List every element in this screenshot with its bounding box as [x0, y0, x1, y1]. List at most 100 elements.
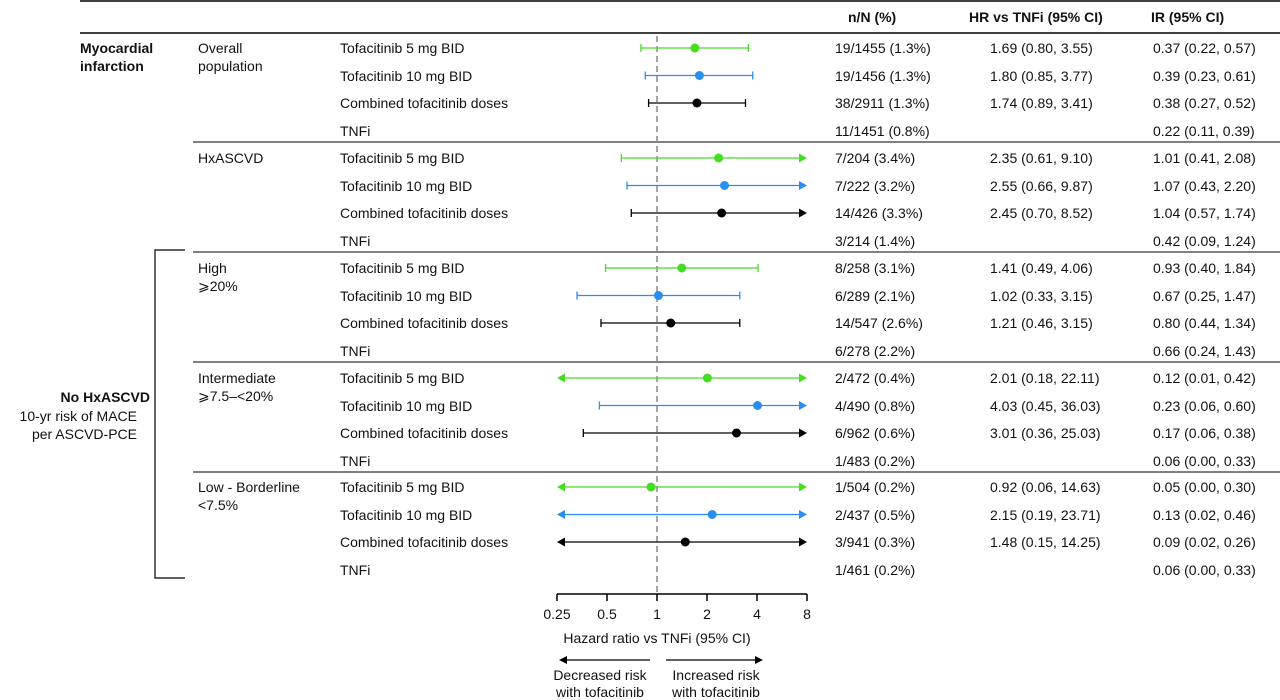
ci-right-arrow	[799, 401, 807, 410]
hr-point	[694, 71, 704, 80]
group-label-5: Low - Borderline	[198, 479, 300, 495]
nN-value: 6/289 (2.1%)	[835, 287, 916, 304]
treatment-label: Tofacitinib 10 mg BID	[340, 397, 473, 414]
ir-value: 0.05 (0.00, 0.30)	[1153, 479, 1256, 495]
header-hr: HR vs TNFi (95% CI)	[969, 9, 1103, 25]
group-sublabel-1: population	[198, 58, 263, 74]
x-tick-label-5: 4	[753, 606, 761, 622]
nN-value: 3/941 (0.3%)	[835, 534, 916, 550]
ci-left-arrow	[557, 373, 565, 383]
treatment-label: TNFi	[340, 452, 371, 469]
x-tick-label-3: 1	[653, 606, 661, 622]
treatment-label: Tofacitinib 5 mg BID	[340, 370, 465, 386]
hr-value: 2.35 (0.61, 9.10)	[990, 150, 1093, 166]
increased-risk-label-1: Increased risk	[672, 667, 760, 683]
decreased-risk-arrowhead	[559, 656, 567, 664]
treatment-label: Combined tofacitinib doses	[340, 534, 509, 550]
ci-right-arrow	[799, 510, 807, 519]
ir-value: 0.38 (0.27, 0.52)	[1153, 95, 1256, 111]
ci-right-arrow	[799, 181, 807, 190]
ir-value: 0.67 (0.25, 1.47)	[1153, 287, 1256, 304]
hr-point	[714, 153, 724, 163]
treatment-label: Tofacitinib 10 mg BID	[340, 506, 473, 523]
treatment-label: TNFi	[340, 342, 371, 359]
decreased-risk-label-1: Decreased risk	[553, 667, 647, 683]
header-nN: n/N (%)	[848, 9, 897, 25]
hr-point	[653, 291, 663, 300]
hr-value: 1.41 (0.49, 4.06)	[990, 260, 1093, 276]
treatment-label: TNFi	[340, 232, 371, 249]
group-sublabel-3: ⩾20%	[198, 278, 238, 294]
hr-point	[677, 263, 687, 273]
hr-value: 1.74 (0.89, 3.41)	[990, 95, 1093, 111]
increased-risk-label-2: with tofacitinib	[672, 684, 760, 700]
ci-left-arrow	[557, 537, 565, 547]
ir-value: 0.93 (0.40, 1.84)	[1153, 260, 1256, 276]
no-hx-sub1: 10-yr risk of MACE	[19, 408, 137, 424]
treatment-label: Combined tofacitinib doses	[340, 425, 509, 441]
no-hx-label: No HxASCVD	[60, 389, 150, 405]
nN-value: 6/278 (2.2%)	[835, 342, 916, 359]
nN-value: 38/2911 (1.3%)	[835, 95, 930, 111]
x-tick-label-4: 2	[703, 606, 711, 622]
nN-value: 3/214 (1.4%)	[835, 232, 916, 249]
treatment-label: Combined tofacitinib doses	[340, 95, 509, 111]
ir-value: 0.06 (0.00, 0.33)	[1153, 452, 1256, 469]
hr-point	[753, 401, 763, 410]
hr-value: 1.48 (0.15, 14.25)	[990, 534, 1101, 550]
hr-value: 2.55 (0.66, 9.87)	[990, 177, 1093, 194]
hr-point	[720, 181, 730, 190]
ci-right-arrow	[799, 208, 807, 218]
ci-left-arrow	[557, 482, 565, 492]
x-tick-label-6: 8	[803, 606, 811, 622]
hr-point	[666, 318, 676, 328]
treatment-label: Combined tofacitinib doses	[340, 205, 509, 221]
ir-value: 1.07 (0.43, 2.20)	[1153, 177, 1256, 194]
hr-value: 2.45 (0.70, 8.52)	[990, 205, 1093, 221]
hr-point	[680, 537, 690, 547]
ir-value: 0.12 (0.01, 0.42)	[1153, 370, 1256, 386]
treatment-label: Tofacitinib 5 mg BID	[340, 260, 465, 276]
nN-value: 14/547 (2.6%)	[835, 315, 923, 331]
ir-value: 1.01 (0.41, 2.08)	[1153, 150, 1256, 166]
x-tick-label-2: 0.5	[597, 606, 617, 622]
increased-risk-arrowhead	[755, 656, 763, 664]
nN-value: 7/222 (3.2%)	[835, 177, 916, 194]
ir-value: 0.37 (0.22, 0.57)	[1153, 40, 1256, 56]
ir-value: 0.17 (0.06, 0.38)	[1153, 425, 1256, 441]
ir-value: 0.66 (0.24, 1.43)	[1153, 342, 1256, 359]
x-axis-label: Hazard ratio vs TNFi (95% CI)	[563, 630, 751, 646]
ci-right-arrow	[799, 537, 807, 547]
outcome-label: Myocardial infarction	[80, 40, 154, 74]
hr-value: 1.80 (0.85, 3.77)	[990, 67, 1093, 84]
hr-value: 1.02 (0.33, 3.15)	[990, 287, 1093, 304]
nN-value: 1/483 (0.2%)	[835, 452, 916, 469]
treatment-label: Tofacitinib 10 mg BID	[340, 287, 473, 304]
treatment-label: Tofacitinib 10 mg BID	[340, 177, 473, 194]
no-hx-bracket	[154, 249, 185, 579]
hr-value: 2.01 (0.18, 22.11)	[990, 370, 1100, 386]
ir-value: 0.09 (0.02, 0.26)	[1153, 534, 1256, 550]
ci-left-arrow	[557, 510, 565, 519]
hr-point	[692, 98, 702, 108]
hr-point	[717, 208, 727, 218]
treatment-label: Tofacitinib 10 mg BID	[340, 67, 473, 84]
ci-right-arrow	[799, 153, 807, 163]
nN-value: 14/426 (3.3%)	[835, 205, 923, 221]
ir-value: 0.42 (0.09, 1.24)	[1153, 232, 1256, 249]
ir-value: 0.06 (0.00, 0.33)	[1153, 561, 1256, 578]
nN-value: 2/437 (0.5%)	[835, 506, 916, 523]
group-label-4: Intermediate	[198, 370, 276, 386]
ir-value: 0.80 (0.44, 1.34)	[1153, 315, 1256, 331]
hr-value: 1.21 (0.46, 3.15)	[990, 315, 1093, 331]
ir-value: 1.04 (0.57, 1.74)	[1153, 205, 1256, 221]
hr-point	[707, 510, 717, 519]
treatment-label: TNFi	[340, 561, 371, 578]
nN-value: 2/472 (0.4%)	[835, 370, 916, 386]
nN-value: 7/204 (3.4%)	[835, 150, 916, 166]
nN-value: 19/1455 (1.3%)	[835, 40, 931, 56]
nN-value: 1/461 (0.2%)	[835, 561, 916, 578]
group-sublabel-5: <7.5%	[198, 497, 239, 513]
treatment-label: Tofacitinib 5 mg BID	[340, 40, 465, 56]
